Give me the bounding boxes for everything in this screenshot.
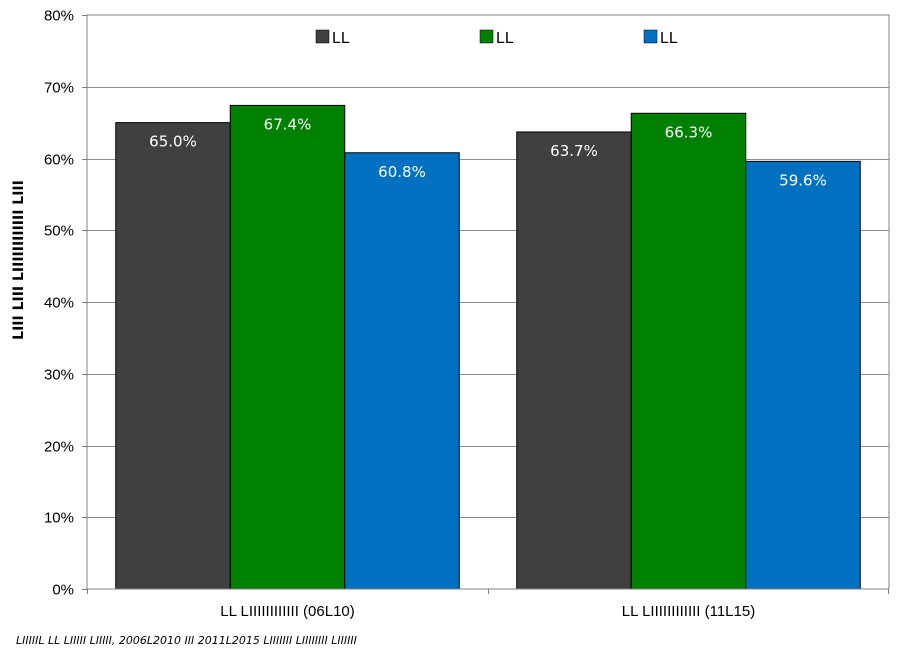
bar: [516, 131, 632, 590]
y-axis-title: LIII LIII LIIIIIIIIIIII LIII: [11, 180, 27, 340]
y-tick-label: 40%: [44, 295, 74, 312]
legend: LL LL LL: [315, 29, 678, 47]
y-tick-label: 80%: [44, 8, 74, 25]
bar: [115, 122, 231, 590]
y-tick-labels: 0% 10% 20% 30% 40% 50% 60% 70% 80%: [44, 8, 74, 599]
x-category-label: LL LIIIIIIIIIIII (11L15): [622, 603, 755, 620]
legend-swatch: [643, 29, 658, 44]
legend-swatch: [479, 29, 494, 44]
data-label: 67.4%: [264, 115, 312, 133]
y-tick-label: 0%: [52, 582, 74, 599]
data-label: 59.6%: [779, 171, 827, 189]
data-labels: 65.0% 67.4% 60.8% 63.7% 66.3% 59.6%: [149, 115, 827, 189]
x-category-label: LL LIIIIIIIIIIII (06L10): [220, 603, 355, 620]
y-tick-label: 70%: [44, 80, 74, 97]
legend-label: LL: [496, 30, 514, 47]
legend-label: LL: [660, 30, 678, 47]
bars: [115, 104, 861, 590]
axes: [82, 14, 890, 594]
bar: [745, 160, 861, 590]
y-tick-label: 20%: [44, 439, 74, 456]
bar: [344, 152, 460, 590]
footnote: LIIIIIL LL LIIIII LIIIII, 2006L2010 III …: [16, 634, 357, 647]
data-label: 63.7%: [550, 142, 598, 160]
bar: [229, 104, 346, 590]
data-label: 66.3%: [665, 123, 713, 141]
data-label: 60.8%: [378, 163, 426, 181]
bar: [630, 112, 747, 590]
y-tick-label: 30%: [44, 367, 74, 384]
y-tick-label: 10%: [44, 510, 74, 527]
y-tick-label: 60%: [44, 152, 74, 169]
legend-swatch: [315, 29, 330, 44]
data-label: 65.0%: [149, 133, 197, 151]
legend-label: LL: [332, 30, 350, 47]
x-category-labels: LL LIIIIIIIIIIII (06L10) LL LIIIIIIIIIIII…: [220, 603, 755, 620]
y-tick-label: 50%: [44, 223, 74, 240]
